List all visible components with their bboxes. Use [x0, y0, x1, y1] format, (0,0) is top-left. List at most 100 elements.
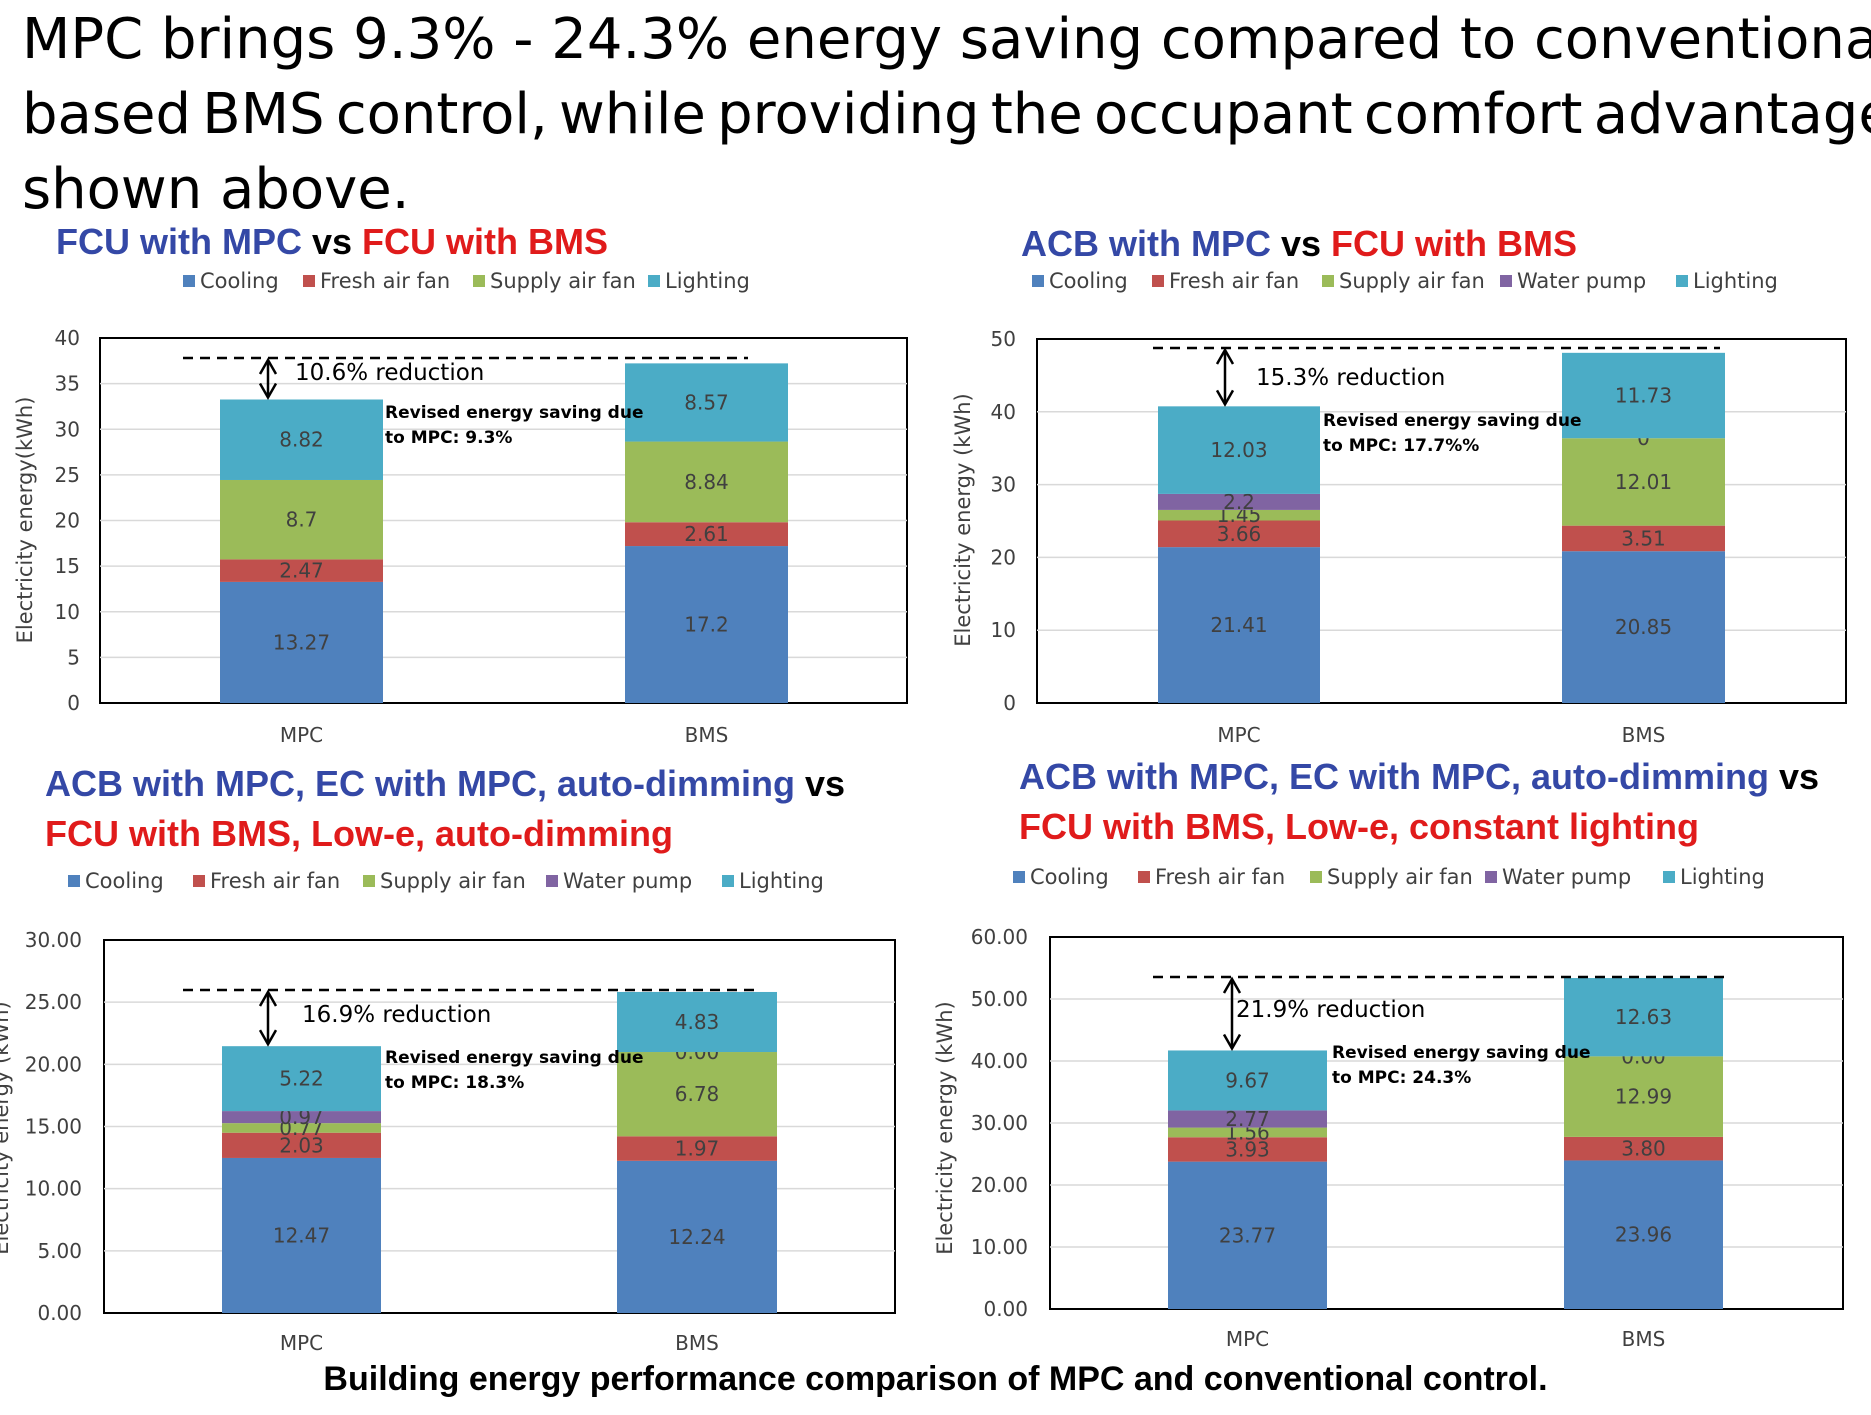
data-label: 21.41	[1210, 613, 1267, 637]
data-label: 23.96	[1615, 1223, 1672, 1247]
data-label: 12.47	[273, 1223, 330, 1247]
chart-title-acb-mpc-vs-fcu-bms: ACB with MPC vs FCU with BMS	[1021, 219, 1577, 269]
headline-word: providing	[717, 82, 980, 147]
y-tick-label: 20	[55, 509, 80, 533]
data-label: 6.78	[675, 1082, 720, 1106]
legend-entry: Lighting	[1680, 865, 1765, 889]
bar-segment-cooling	[1562, 551, 1725, 703]
reduction-annotation: 21.9% reduction	[1236, 997, 1425, 1023]
headline-word: occupant	[1093, 82, 1353, 147]
data-label: 3.80	[1621, 1137, 1666, 1161]
legend-swatch	[1500, 275, 1512, 287]
legend-swatch	[1663, 871, 1675, 883]
title-segment: FCU with MPC	[56, 221, 302, 262]
headline-word: advantages	[1593, 82, 1871, 147]
legend-entry: Cooling	[200, 269, 279, 293]
title-segment: FCU with BMS	[1331, 223, 1578, 264]
bar-segment-lighting	[1564, 978, 1723, 1057]
y-tick-label: 10.00	[25, 1177, 82, 1201]
revised-saving-note: Revised energy saving due	[1332, 1043, 1590, 1063]
data-label: 12.99	[1615, 1085, 1672, 1109]
arrow-head-down	[1215, 389, 1235, 407]
bar-segment-supply-air-fan	[625, 441, 788, 523]
legend-entry: Supply air fan	[1339, 269, 1485, 293]
bar-segment-fresh-air-fan	[625, 522, 788, 547]
title-segment: ACB with MPC, EC with MPC, auto-dimming	[1019, 756, 1769, 797]
legend-entry: Cooling	[1049, 269, 1128, 293]
bar-segment-cooling	[222, 1157, 381, 1313]
y-tick-label: 30	[991, 473, 1016, 497]
data-label: 2.61	[684, 522, 729, 546]
y-tick-label: 20	[991, 545, 1016, 569]
title-segment: ACB with MPC, EC with MPC, auto-dimming	[45, 763, 795, 804]
bar-segment-supply-air-fan	[220, 479, 383, 560]
y-tick-label: 40	[55, 326, 80, 350]
bar-segment-fresh-air-fan	[1562, 525, 1725, 552]
legend-entry: Cooling	[1030, 865, 1109, 889]
bar-segment-lighting	[1562, 352, 1725, 439]
revised-saving-note: to MPC: 18.3%	[385, 1073, 524, 1093]
y-tick-label: 5.00	[37, 1239, 82, 1263]
bar-segment-cooling	[625, 546, 788, 703]
y-tick-label: 10.00	[971, 1235, 1028, 1259]
headline-word: based	[22, 82, 192, 147]
data-label: 8.82	[279, 428, 324, 452]
legend-swatch	[1013, 871, 1025, 883]
legend-entry: Water pump	[1517, 269, 1646, 293]
headline-line3: shown above.	[22, 157, 410, 212]
title-segment: vs	[794, 763, 845, 804]
bar-segment-fresh-air-fan	[1564, 1136, 1723, 1161]
bar-segment-lighting	[1158, 406, 1320, 494]
bar-segment-supply-air-fan	[1168, 1127, 1327, 1138]
figure-caption: Building energy performance comparison o…	[323, 1360, 1548, 1398]
legend-entry: Supply air fan	[380, 869, 526, 893]
arrow-head-down	[1222, 1033, 1242, 1051]
legend-swatch	[1310, 871, 1322, 883]
y-tick-label: 25	[55, 463, 80, 487]
y-tick-label: 50	[991, 327, 1016, 351]
arrow-head-up	[258, 989, 278, 1007]
y-tick-label: 15	[55, 554, 80, 578]
x-category-label: BMS	[685, 723, 729, 747]
headline-word: BMS	[202, 82, 325, 147]
bar-segment-cooling	[220, 581, 383, 703]
data-label: 20.85	[1615, 615, 1672, 639]
data-label: 2.47	[279, 559, 324, 583]
y-tick-label: 10	[55, 600, 80, 624]
legend-entry: Fresh air fan	[1169, 269, 1299, 293]
legend-entry: Fresh air fan	[210, 869, 340, 893]
legend-swatch	[183, 275, 195, 287]
data-label: 12.24	[668, 1225, 725, 1249]
y-tick-label: 40.00	[971, 1049, 1028, 1073]
bar-segment-cooling	[1564, 1160, 1723, 1309]
legend-swatch	[193, 875, 205, 887]
legend-swatch	[546, 875, 558, 887]
bar-segment-lighting	[617, 991, 777, 1053]
x-category-label: BMS	[675, 1331, 719, 1355]
chart-title-acb-ec-autodim-vs-fcu-lowe-autodim: ACB with MPC, EC with MPC, auto-dimming …	[45, 759, 845, 859]
legend-entry: Water pump	[1502, 865, 1631, 889]
bar-segment-fresh-air-fan	[1168, 1137, 1327, 1162]
y-tick-label: 5	[67, 645, 80, 669]
data-label: 3.93	[1225, 1137, 1270, 1161]
data-label: 3.51	[1621, 526, 1666, 550]
legend-swatch	[363, 875, 375, 887]
x-category-label: BMS	[1622, 723, 1666, 747]
legend-swatch	[303, 275, 315, 287]
legend-entry: Fresh air fan	[1155, 865, 1285, 889]
y-tick-label: 30.00	[971, 1111, 1028, 1135]
data-label: 3.66	[1217, 522, 1262, 546]
title-segment: vs	[1270, 223, 1332, 264]
legend-swatch	[1322, 275, 1334, 287]
arrow-head-up	[1222, 976, 1242, 994]
y-tick-label: 20.00	[25, 1052, 82, 1076]
y-axis-label: Electricity energy (kWh)	[951, 393, 975, 646]
x-category-label: MPC	[1226, 1327, 1269, 1351]
headline-word: while	[559, 82, 706, 147]
x-category-label: MPC	[1217, 723, 1260, 747]
legend-entry: Water pump	[563, 869, 692, 893]
x-category-label: MPC	[280, 1331, 323, 1355]
headline-line2: based BMS control, while providing the occupan…	[22, 77, 1871, 152]
